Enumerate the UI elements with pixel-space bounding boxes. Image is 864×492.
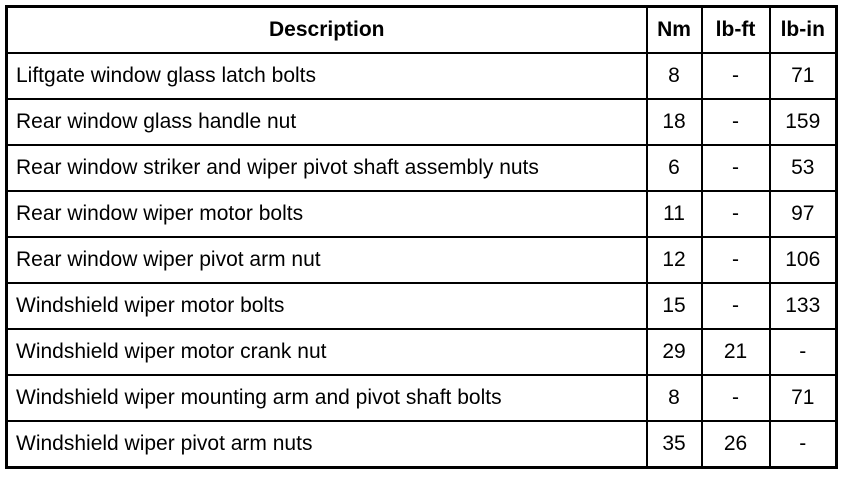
value-cell: 21 — [700, 328, 771, 376]
value-cell: - — [700, 190, 771, 238]
value-cell: 71 — [768, 52, 838, 100]
value-cell: 106 — [768, 236, 838, 284]
description-cell: Rear window glass handle nut — [5, 98, 648, 146]
value-cell: 35 — [645, 420, 703, 469]
value-cell: - — [700, 98, 771, 146]
value-cell: 8 — [645, 374, 703, 422]
value-cell: 71 — [768, 374, 838, 422]
header-cell: lb-in — [768, 5, 838, 54]
table-row: Rear window glass handle nut 18-159 — [5, 98, 838, 146]
value-cell: 53 — [768, 144, 838, 192]
value-cell: 15 — [645, 282, 703, 330]
description-cell: Windshield wiper motor crank nut — [5, 328, 648, 376]
value-cell: 6 — [645, 144, 703, 192]
value-cell: 133 — [768, 282, 838, 330]
value-cell: - — [700, 52, 771, 100]
description-cell: Rear window striker and wiper pivot shaf… — [5, 144, 648, 192]
table-row: Windshield wiper pivot arm nuts 35 26- — [5, 420, 838, 469]
torque-table: Description Nm lb-ft lb-in Liftgate window … — [5, 5, 838, 469]
value-cell: - — [700, 374, 771, 422]
header-row: Description Nm lb-ft lb-in — [5, 5, 838, 54]
value-cell: 12 — [645, 236, 703, 284]
value-cell: 18 — [645, 98, 703, 146]
value-cell: 97 — [768, 190, 838, 238]
value-cell: - — [768, 328, 838, 376]
header-cell: lb-ft — [700, 5, 771, 54]
value-cell: 29 — [645, 328, 703, 376]
table-row: Windshield wiper motor crank nut 29 21- — [5, 328, 838, 376]
table-row: Rear window striker and wiper pivot shaf… — [5, 144, 838, 192]
description-cell: Liftgate window glass latch bolts — [5, 52, 648, 100]
value-cell: 159 — [768, 98, 838, 146]
value-cell: - — [700, 282, 771, 330]
header-cell: Description — [5, 5, 648, 54]
value-cell: 26 — [700, 420, 771, 469]
value-cell: - — [768, 420, 838, 469]
description-cell: Windshield wiper motor bolts — [5, 282, 648, 330]
description-cell: Rear window wiper motor bolts — [5, 190, 648, 238]
table-row: Windshield wiper motor bolts 15-133 — [5, 282, 838, 330]
header-cell: Nm — [645, 5, 703, 54]
value-cell: - — [700, 236, 771, 284]
description-cell: Windshield wiper mounting arm and pivot … — [5, 374, 648, 422]
table-row: Rear window wiper pivot arm nut 12-106 — [5, 236, 838, 284]
description-cell: Windshield wiper pivot arm nuts — [5, 420, 648, 469]
table-row: Windshield wiper mounting arm and pivot … — [5, 374, 838, 422]
table-row: Rear window wiper motor bolts 11-97 — [5, 190, 838, 238]
value-cell: 8 — [645, 52, 703, 100]
value-cell: 11 — [645, 190, 703, 238]
value-cell: - — [700, 144, 771, 192]
description-cell: Rear window wiper pivot arm nut — [5, 236, 648, 284]
table-row: Liftgate window glass latch bolts 8-71 — [5, 52, 838, 100]
